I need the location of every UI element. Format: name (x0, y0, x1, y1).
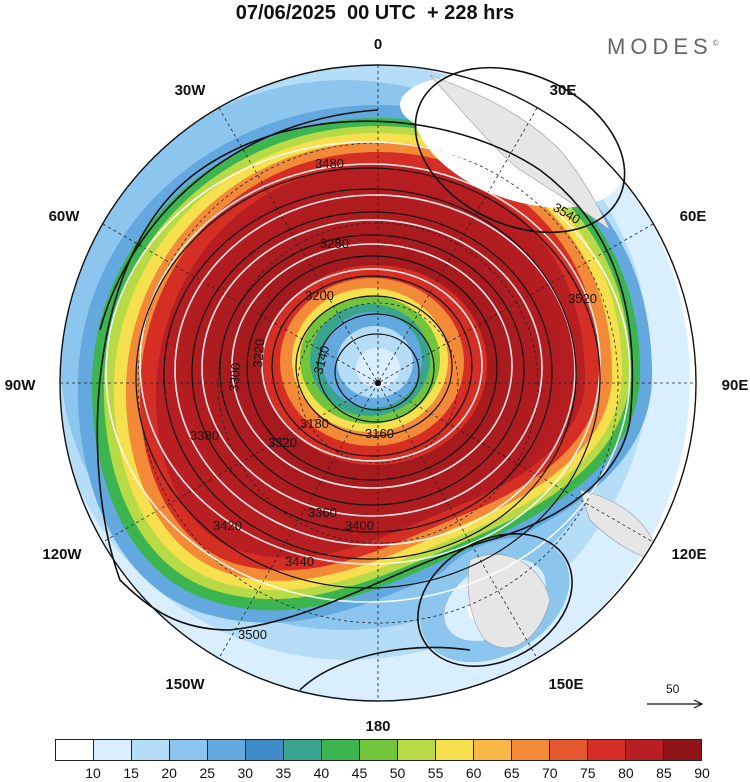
contour-label: 3440 (285, 554, 314, 569)
longitude-labels: 0 30E 60E 90E 120E 150E 180 150W 120W 90… (5, 36, 749, 735)
contour-label: 3400 (345, 518, 374, 533)
colorbar-swatch (626, 740, 664, 760)
colorbar-tick-label: 50 (389, 765, 406, 781)
north-pole-marker (375, 380, 381, 386)
colorbar-swatch (322, 740, 360, 760)
lon-label-0: 0 (374, 36, 382, 53)
colorbar (55, 739, 702, 761)
contour-labels: 3140 3160 3180 3200 3220 3280 3300 3320 … (190, 156, 597, 642)
colorbar-tick-label: 10 (85, 765, 101, 781)
map-title: 07/06/2025 00 UTC + 228 hrs (235, 2, 515, 24)
colorbar-tick-label: 40 (313, 765, 330, 781)
lon-label-30w: 30W (175, 82, 207, 99)
lon-label-120e: 120E (671, 546, 706, 563)
lon-label-60e: 60E (680, 208, 707, 225)
contour-label: 3520 (568, 291, 597, 306)
colorbar-tick-label: 25 (199, 765, 216, 781)
lon-label-30e: 30E (550, 82, 577, 99)
lon-label-150e: 150E (548, 676, 583, 693)
contour-label: 3140 (310, 344, 332, 376)
reference-vector-label: 50 (666, 682, 680, 696)
colorbar-ticks: 10 15 20 25 30 35 40 45 50 55 60 65 70 75 80 85 90 (55, 763, 710, 782)
contour-label: 3380 (190, 428, 219, 443)
colorbar-swatch (588, 740, 626, 760)
colorbar-tick-label: 65 (503, 765, 520, 781)
contour-label: 3480 (315, 156, 344, 171)
contour-label: 3320 (268, 435, 297, 450)
colorbar-tick-label: 60 (465, 765, 482, 781)
contour-label: 3500 (238, 627, 267, 642)
colorbar-tick-label: 20 (161, 765, 177, 781)
colorbar-swatch (360, 740, 398, 760)
copyright-mark: © (712, 38, 719, 48)
colorbar-tick-label: 85 (656, 765, 672, 781)
colorbar-swatch (550, 740, 588, 760)
contour-label: 3220 (250, 338, 267, 368)
colorbar-swatch (284, 740, 322, 760)
colorbar-swatch (170, 740, 208, 760)
lon-label-60w: 60W (49, 208, 81, 225)
map-border (59, 64, 697, 702)
colorbar-tick-label: 75 (580, 765, 596, 781)
colorbar-swatch (132, 740, 170, 760)
brand-logo: MODES© (607, 34, 719, 60)
lon-label-180: 180 (365, 718, 390, 735)
colorbar-swatch (398, 740, 436, 760)
wind-vectors (105, 141, 631, 603)
brand-name: MODES (607, 34, 713, 59)
lon-label-150w: 150W (165, 676, 205, 693)
arrow-right-icon (647, 699, 704, 709)
lon-label-120w: 120W (42, 546, 82, 563)
contour-label: 3180 (300, 416, 329, 431)
contour-label: 3200 (305, 288, 334, 303)
colorbar-swatch (512, 740, 550, 760)
contour-label: 3280 (320, 236, 349, 251)
colorbar-tick-label: 15 (123, 765, 139, 781)
colorbar-swatch (246, 740, 284, 760)
colorbar-swatch (474, 740, 512, 760)
colorbar-tick-label: 90 (694, 765, 710, 781)
height-contours (96, 66, 634, 691)
lon-label-90e: 90E (722, 377, 749, 394)
contour-label: 3160 (365, 426, 394, 441)
lon-label-90w: 90W (5, 377, 37, 394)
colorbar-tick-label: 80 (618, 765, 634, 781)
colorbar-swatch (56, 740, 94, 760)
colorbar-tick-label: 55 (427, 765, 444, 781)
contour-label: 3420 (213, 518, 242, 533)
contour-label: 3300 (226, 362, 243, 392)
colorbar-swatch (664, 740, 701, 760)
colorbar-tick-label: 70 (541, 765, 558, 781)
colorbar-tick-label: 30 (237, 765, 254, 781)
colorbar-swatch (436, 740, 474, 760)
colorbar-swatch (208, 740, 246, 760)
polar-map: 3140 3160 3180 3200 3220 3280 3300 3320 … (5, 36, 749, 735)
contour-label: 3360 (308, 505, 337, 520)
colorbar-tick-label: 45 (351, 765, 368, 781)
colorbar-swatch (94, 740, 132, 760)
colorbar-tick-label: 35 (275, 765, 292, 781)
